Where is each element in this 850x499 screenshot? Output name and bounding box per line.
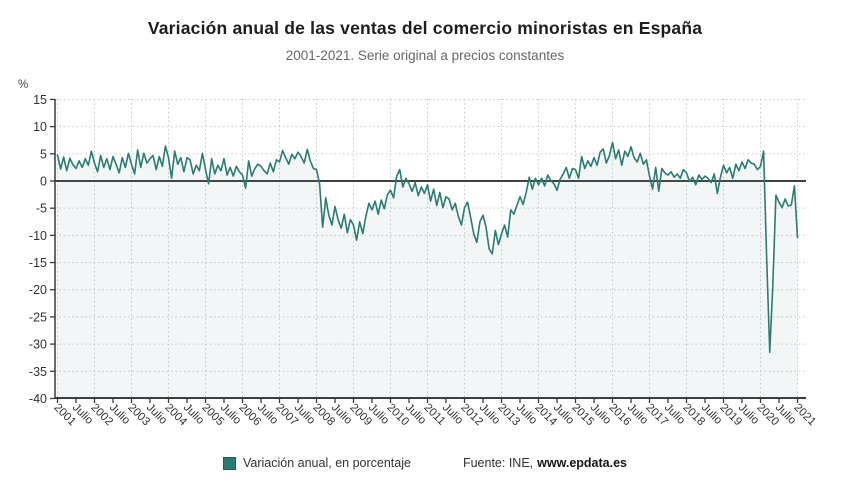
y-tick-label: 0 (40, 175, 47, 189)
chart-subtitle: 2001-2021. Serie original a precios cons… (285, 48, 565, 63)
source-caption: Fuente: INE, www.epdata.es (463, 456, 627, 470)
legend-label: Variación anual, en porcentaje (243, 456, 411, 470)
legend-item: Variación anual, en porcentaje (223, 456, 411, 470)
y-tick-label: -10 (29, 229, 47, 243)
y-tick-label: -30 (29, 338, 47, 352)
chart-plot-area: 15 10 5 0 -5 -10 -15 -20 -25 -30 -35 -40 2001 Julio 20… (0, 88, 850, 448)
line-chart-canvas: 151050-5-10-15-20-25-30-35-402001Julio20… (29, 93, 818, 429)
series-line (56, 141, 799, 354)
y-axis-unit-label: % (18, 79, 29, 91)
source-site-link: www.epdata.es (537, 456, 627, 470)
y-tick-label: -40 (29, 392, 47, 406)
y-tick-label: 10 (33, 120, 47, 134)
y-tick-label: -15 (29, 256, 47, 270)
y-tick-label: -35 (29, 365, 47, 379)
y-tick-label: 15 (33, 93, 47, 107)
legend-swatch-icon (223, 456, 236, 470)
y-tick-label: -5 (36, 202, 47, 216)
chart-footer: Variación anual, en porcentaje Fuente: I… (0, 456, 850, 470)
y-tick-label: -25 (29, 310, 47, 324)
y-tick-label: -20 (29, 283, 47, 297)
y-tick-label: 5 (40, 147, 47, 161)
series-area (57, 142, 798, 398)
chart-title: Variación anual de las ventas del comerc… (147, 18, 703, 38)
source-prefix: Fuente: INE, (462, 456, 534, 470)
